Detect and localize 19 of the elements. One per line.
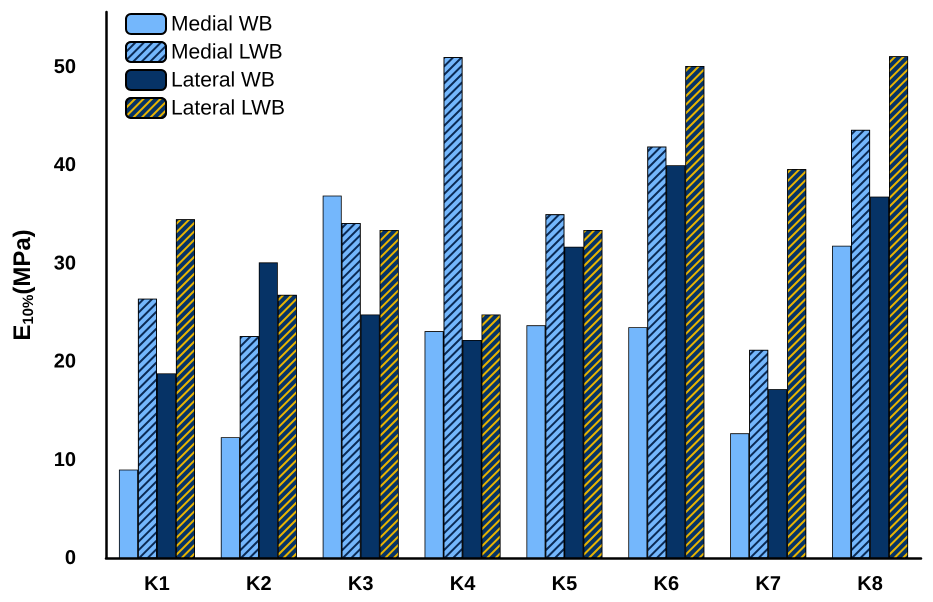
x-tick-label: K4 <box>450 573 476 595</box>
x-tick-label: K7 <box>755 573 781 595</box>
y-axis-title: E10%(MPa) <box>9 229 37 341</box>
legend-label: Medial LWB <box>171 40 283 64</box>
y-tick-label: 40 <box>54 154 76 176</box>
legend-label: Lateral WB <box>171 68 275 92</box>
x-tick-label: K2 <box>246 573 272 595</box>
x-tick-label: K1 <box>144 573 170 595</box>
y-tick-label: 20 <box>54 350 76 373</box>
x-tick-label: K5 <box>552 573 578 595</box>
y-tick-label: 50 <box>54 56 76 78</box>
y-tick-label: 0 <box>64 547 76 569</box>
y-tick-label: 30 <box>54 252 76 274</box>
x-tick-label: K3 <box>348 573 374 595</box>
legend-label: Lateral LWB <box>171 96 285 120</box>
y-tick-label: 10 <box>54 448 76 471</box>
x-tick-label: K8 <box>857 573 883 595</box>
legend-label: Medial WB <box>171 12 273 36</box>
x-tick-label: K6 <box>654 573 680 595</box>
